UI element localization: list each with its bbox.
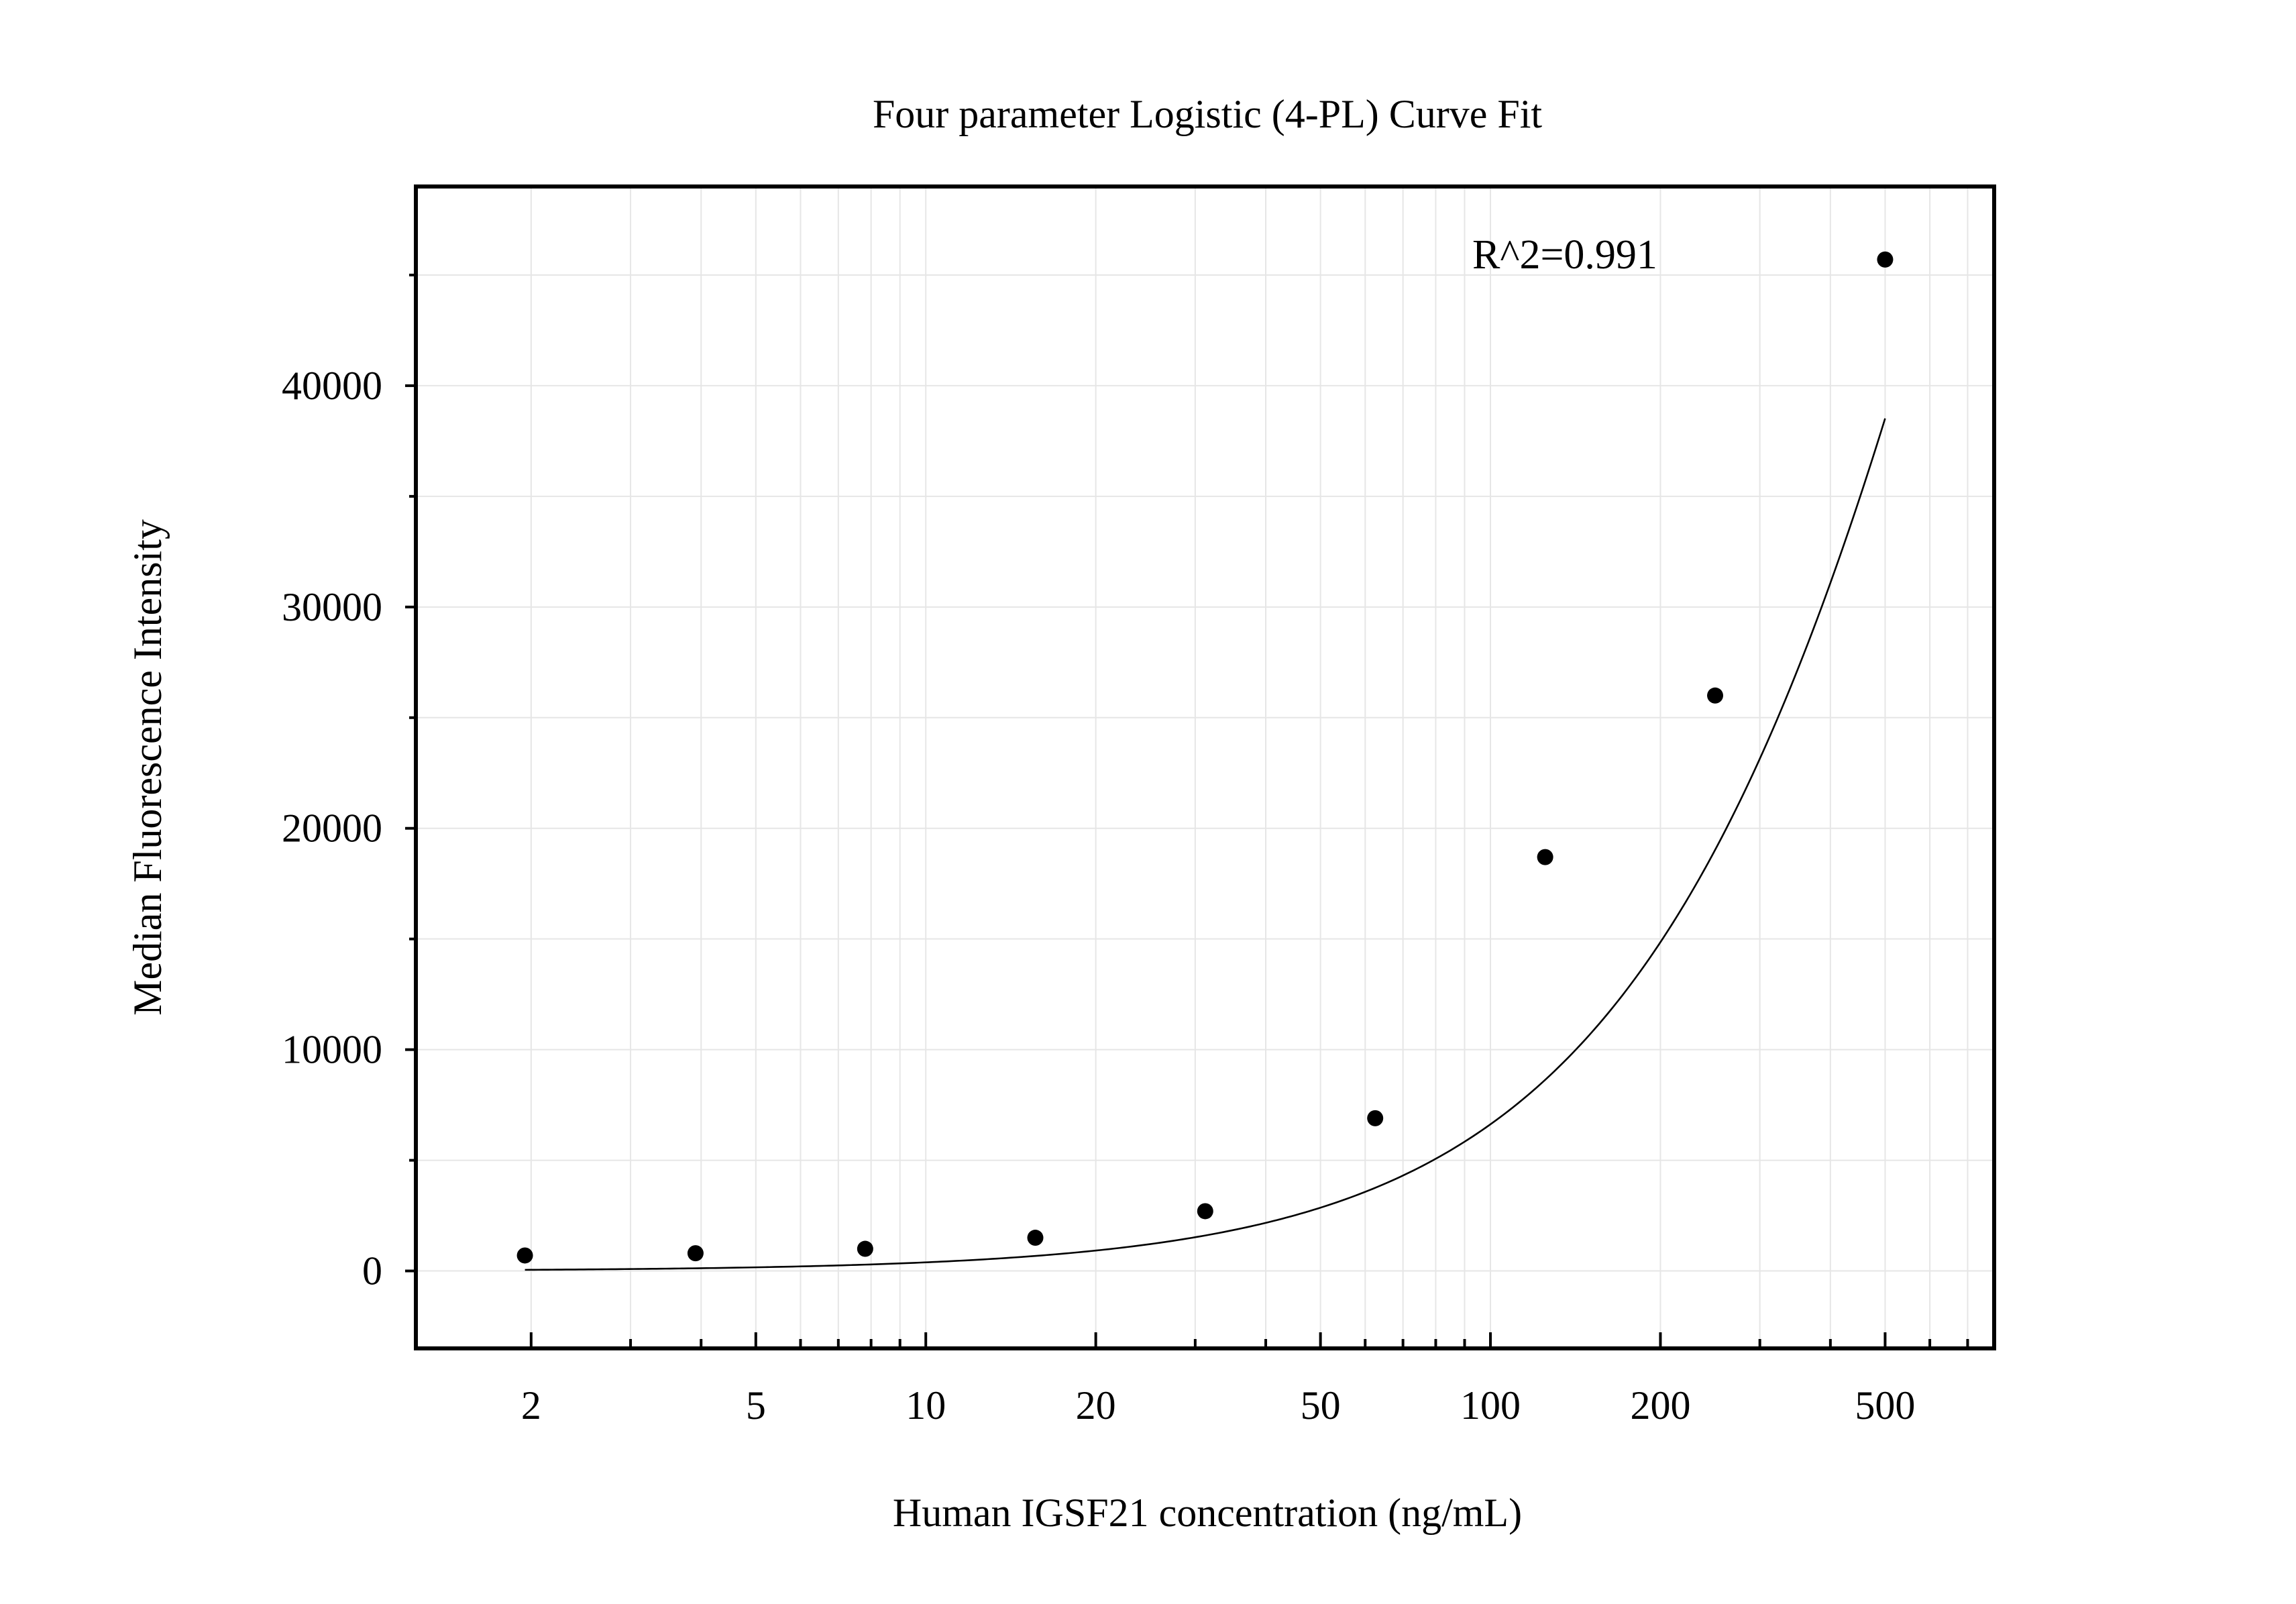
y-tick-label: 20000: [282, 806, 382, 851]
data-point: [1707, 687, 1724, 704]
x-tick-label: 500: [1855, 1383, 1915, 1428]
y-tick-labels: 0 10000 20000 30000 40000: [282, 364, 382, 1293]
data-point: [1877, 251, 1894, 268]
x-tick-label: 2: [521, 1383, 541, 1428]
x-tick-labels: 2 5 10 20 50 100 200 500: [521, 1383, 1916, 1428]
y-tick-label: 10000: [282, 1028, 382, 1072]
x-tick-label: 20: [1076, 1383, 1116, 1428]
axis-ticks: [405, 273, 1969, 1348]
x-tick-label: 100: [1460, 1383, 1521, 1428]
y-tick-label: 0: [362, 1249, 382, 1293]
x-tick-label: 5: [746, 1383, 766, 1428]
data-point: [687, 1245, 704, 1262]
plot-frame: [414, 184, 1996, 1350]
fit-curve-line: [525, 418, 1886, 1271]
x-axis-label: Human IGSF21 concentration (ng/mL): [893, 1491, 1522, 1535]
chart-title: Four parameter Logistic (4-PL) Curve Fit: [873, 92, 1542, 136]
data-point: [857, 1240, 873, 1257]
x-tick-label: 10: [906, 1383, 946, 1428]
data-points: [516, 251, 1894, 1264]
data-point: [1197, 1203, 1213, 1220]
grid-lines: [416, 186, 1994, 1348]
x-tick-label: 50: [1301, 1383, 1341, 1428]
y-tick-label: 40000: [282, 364, 382, 408]
data-point: [1537, 849, 1553, 865]
data-point: [1367, 1110, 1384, 1126]
fit-curve-group: [525, 418, 1886, 1271]
x-tick-label: 200: [1630, 1383, 1690, 1428]
data-point: [516, 1247, 533, 1264]
data-point: [1027, 1230, 1044, 1246]
y-axis-label: Median Fluorescence Intensity: [125, 519, 170, 1016]
r-squared-annotation: R^2=0.991: [1472, 232, 1657, 278]
y-tick-label: 30000: [282, 585, 382, 629]
